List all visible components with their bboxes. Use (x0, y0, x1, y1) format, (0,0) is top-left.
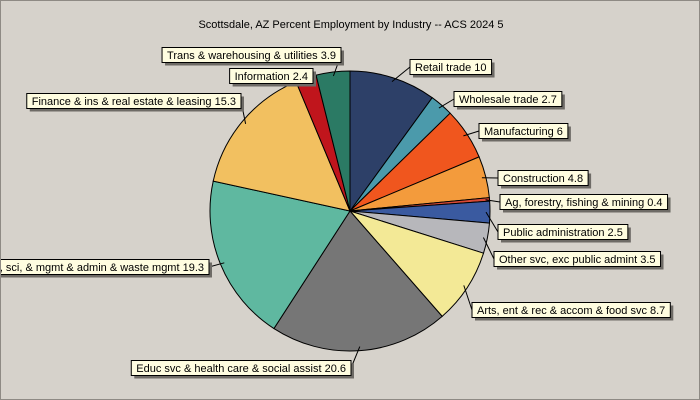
pie-slices (209, 70, 491, 352)
slice-label: Prof, sci, & mgmt & admin & waste mgmt 1… (1, 259, 225, 278)
label-box (478, 123, 569, 139)
slice-labels: Retail trade 10 Wholesale trade 2.7 Manufa… (1, 47, 674, 379)
slice-label-text: Finance & ins & real estate & leasing 15… (32, 96, 236, 108)
label-box (497, 170, 589, 186)
slice-label-text: Retail trade 10 (415, 62, 487, 74)
label-box (493, 251, 662, 267)
pie-slice (349, 70, 433, 213)
slice-label: Manufacturing 6 (463, 123, 571, 142)
label-box (161, 47, 342, 63)
slice-label-text: Wholesale trade 2.7 (459, 94, 557, 106)
slice-label: Public administration 2.5 (485, 211, 631, 243)
slice-label: Finance & ins & real estate & leasing 15… (26, 93, 247, 124)
slice-label-text: Prof, sci, & mgmt & admin & waste mgmt 1… (1, 262, 204, 274)
label-box (453, 91, 563, 107)
leader-line (485, 211, 499, 233)
pie-slice (273, 210, 443, 352)
chart-title: Scottsdale, AZ Percent Employment by Ind… (198, 19, 503, 31)
slice-label-text: Trans & warehousing & utilities 3.9 (167, 50, 336, 62)
slice-label: Educ svc & health care & social assist 2… (130, 346, 361, 379)
slice-label-text: Construction 4.8 (503, 173, 583, 185)
label-box (229, 68, 314, 84)
pie-slice (315, 70, 351, 212)
label-box (1, 259, 210, 275)
slice-label: Ag, forestry, fishing & mining 0.4 (485, 194, 671, 213)
label-box (409, 59, 493, 75)
label-box (471, 302, 671, 318)
leader-line (485, 199, 501, 203)
slice-label: Information 2.4 (229, 68, 316, 87)
slice-label: Other svc, exc public admint 3.5 (482, 237, 664, 270)
slice-label-text: Arts, ent & rec & accom & food svc 8.7 (477, 305, 665, 317)
slice-label: Wholesale trade 2.7 (438, 91, 565, 110)
leader-line (463, 285, 473, 311)
slice-label-text: Educ svc & health care & social assist 2… (136, 363, 346, 375)
label-box (130, 360, 352, 376)
leader-line (438, 98, 455, 109)
slice-label-text: Public administration 2.5 (503, 227, 623, 239)
slice-label-text: Other svc, exc public admint 3.5 (499, 254, 656, 266)
slice-label-text: Ag, forestry, fishing & mining 0.4 (505, 197, 663, 209)
slice-label: Construction 4.8 (481, 170, 592, 189)
leader-line (391, 66, 411, 82)
label-box (499, 194, 669, 210)
slice-label: Retail trade 10 (391, 59, 495, 82)
slice-label-text: Manufacturing 6 (484, 126, 563, 138)
slice-label: Arts, ent & rec & accom & food svc 8.7 (463, 285, 674, 321)
label-box (497, 224, 629, 240)
slice-label: Trans & warehousing & utilities 3.9 (161, 47, 344, 77)
leader-line (463, 130, 480, 137)
label-box (26, 93, 242, 109)
slice-label-text: Information 2.4 (235, 71, 308, 83)
leader-line (482, 237, 495, 260)
